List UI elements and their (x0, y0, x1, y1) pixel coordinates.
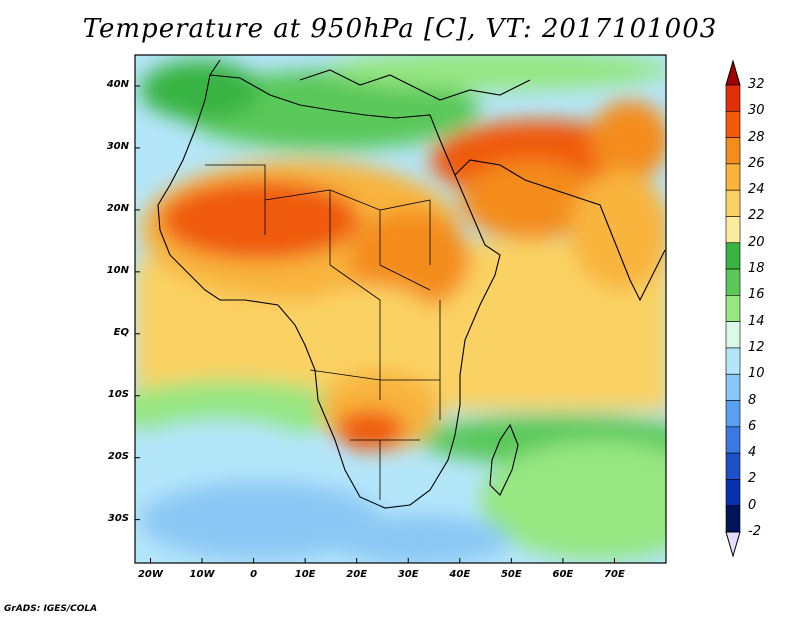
lon-label: 70E (604, 569, 625, 580)
lon-label: 10E (294, 569, 316, 580)
lon-label: 20E (346, 569, 368, 580)
colorbar-level-label: 20 (748, 234, 765, 250)
lon-label: 40E (449, 569, 471, 580)
colorbar-level-label: 0 (748, 497, 757, 513)
colorbar-bin (725, 110, 741, 138)
lon-label: 10W (189, 569, 215, 580)
lat-label: 30N (106, 140, 129, 152)
colorbar-level-label: 10 (748, 366, 765, 382)
arabia-coastline (454, 159, 666, 302)
europe-coastline (209, 59, 531, 101)
colorbar-level-label: 30 (748, 103, 765, 119)
colorbar-level-label: 26 (748, 155, 765, 171)
chart-title: Temperature at 950hPa [C], VT: 201710100… (82, 14, 718, 44)
lon-label: 50E (500, 569, 522, 580)
colorbar-bin (725, 321, 741, 349)
temperature-field (135, 55, 666, 563)
colorbar-bin (725, 505, 741, 533)
colorbar-level-label: 8 (748, 392, 757, 408)
colorbar (725, 59, 741, 558)
colorbar-level-label: 2 (748, 471, 757, 487)
colorbar-bin (725, 373, 741, 401)
africa-coastline (157, 74, 501, 509)
lat-label: 10S (107, 388, 129, 400)
lat-label: 30S (107, 512, 129, 524)
colorbar-level-label: 24 (748, 182, 765, 198)
colorbar-level-label: -2 (748, 524, 761, 539)
borders (205, 164, 441, 500)
lon-label: 0 (250, 569, 258, 580)
colorbar-level-label: 14 (748, 313, 765, 329)
lon-label: 60E (552, 569, 574, 580)
colorbar-bin (725, 268, 741, 296)
madagascar-coastline (489, 423, 519, 496)
coastlines (157, 59, 666, 509)
lat-label: 40N (106, 78, 129, 90)
lat-label: 10N (106, 264, 129, 276)
lat-label: 20S (107, 450, 129, 462)
colorbar-bin (725, 347, 741, 375)
colorbar-bin (725, 295, 741, 322)
colorbar-level-label: 28 (748, 129, 765, 145)
colorbar-bin (725, 400, 741, 428)
colorbar-bin (725, 189, 741, 217)
lon-label: 20W (137, 569, 163, 580)
colorbar-bin (725, 163, 741, 191)
colorbar-level-label: 4 (748, 445, 757, 461)
map-frame (134, 54, 667, 564)
colorbar-bottom-arrow (725, 531, 741, 558)
colorbar-bin (725, 452, 741, 480)
colorbar-bin (725, 426, 741, 454)
colorbar-level-label: 16 (748, 287, 765, 303)
colorbar-level-label: 12 (748, 339, 765, 355)
colorbar-bin (725, 216, 741, 244)
lon-label: 30E (397, 569, 419, 580)
colorbar-level-label: 6 (748, 418, 757, 434)
colorbar-level-label: 18 (748, 261, 765, 277)
colorbar-level-label: 22 (748, 208, 765, 224)
grads-credit: GrADS: IGES/COLA (4, 604, 98, 614)
colorbar-top-arrow (725, 59, 741, 86)
colorbar-bin (725, 137, 741, 165)
colorbar-bin (725, 84, 741, 112)
lat-label: EQ (113, 326, 129, 338)
colorbar-bin (725, 479, 741, 507)
colorbar-bin (725, 242, 741, 270)
lat-label: 20N (106, 202, 129, 214)
colorbar-level-label: 32 (748, 77, 765, 92)
